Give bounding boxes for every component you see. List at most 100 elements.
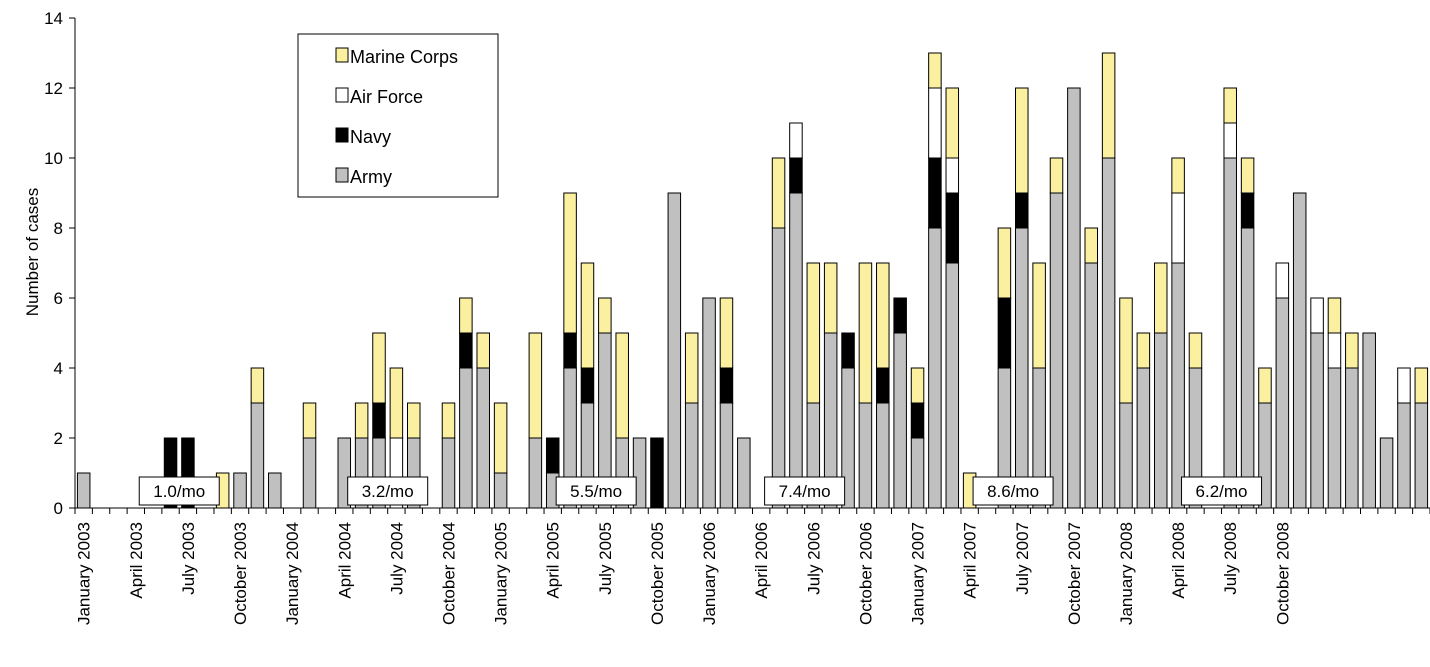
bar-air-force-50	[945, 157, 960, 194]
bar-army-24	[493, 472, 508, 509]
bar-navy-46	[876, 367, 890, 404]
x-tick-label-11: October 2005	[648, 522, 667, 625]
bar-army-58	[1084, 262, 1099, 509]
x-tick-label-7: October 2004	[439, 522, 458, 625]
bar-navy-44	[841, 332, 855, 369]
bar-marine-corps-67	[1240, 157, 1255, 194]
bar-marine-corps-72	[1327, 297, 1342, 334]
x-tick-label-19: October 2007	[1065, 522, 1084, 625]
rate-box-2003	[138, 476, 220, 506]
legend-box	[297, 33, 499, 198]
bar-air-force-72	[1327, 332, 1342, 369]
bar-marine-corps-60	[1119, 297, 1133, 404]
bar-air-force-41	[789, 122, 803, 159]
rate-box-2004	[347, 476, 429, 506]
bar-army-74	[1362, 332, 1376, 509]
bars-layer	[76, 52, 1429, 509]
bar-air-force-66	[1223, 122, 1237, 159]
legend-swatch-air-force	[335, 87, 349, 103]
bar-marine-corps-23	[476, 332, 490, 369]
y-tick-label-4: 4	[54, 359, 63, 378]
bar-army-49	[928, 227, 942, 509]
bar-army-59	[1101, 157, 1116, 509]
x-tick-label-21: April 2008	[1169, 522, 1188, 599]
legend-swatch-navy	[335, 127, 349, 143]
bar-marine-corps-28	[563, 192, 577, 334]
bar-marine-corps-31	[615, 332, 629, 439]
bar-army-45	[858, 402, 873, 509]
y-tick-label-10: 10	[44, 149, 63, 168]
bar-army-76	[1397, 402, 1411, 509]
bar-army-35	[684, 402, 699, 509]
bar-marine-corps-56	[1049, 157, 1064, 194]
bar-army-26	[528, 437, 543, 509]
bar-army-66	[1223, 157, 1237, 509]
bar-air-force-49	[928, 87, 942, 159]
rate-label-2008: 6.2/mo	[1196, 482, 1248, 501]
rate-label-2005: 5.5/mo	[570, 482, 622, 501]
rate-label-2003: 1.0/mo	[153, 482, 205, 501]
x-tick-label-10: July 2005	[596, 522, 615, 595]
y-tick-label-12: 12	[44, 79, 63, 98]
x-tick-label-5: April 2004	[335, 522, 354, 599]
bar-marine-corps-58	[1084, 227, 1099, 264]
bar-army-21	[441, 437, 456, 509]
y-tick-label-14: 14	[44, 9, 63, 28]
y-tick-label-6: 6	[54, 289, 63, 308]
rate-label-2007: 8.6/mo	[987, 482, 1039, 501]
bar-air-force-76	[1397, 367, 1411, 404]
x-tick-label-17: April 2007	[961, 522, 980, 599]
legend-swatch-marine-corps	[335, 47, 349, 63]
bar-army-37	[719, 402, 734, 509]
bar-marine-corps-64	[1188, 332, 1203, 369]
bar-army-50	[945, 262, 960, 509]
bar-marine-corps-50	[945, 87, 960, 159]
bar-army-56	[1049, 192, 1064, 509]
bar-army-40	[771, 227, 786, 509]
bar-army-34	[667, 192, 682, 509]
bar-army-9	[233, 472, 247, 509]
legend: Marine Corps Air Force Navy Army	[297, 33, 499, 198]
bar-air-force-71	[1310, 297, 1324, 334]
bar-navy-29	[580, 367, 595, 404]
bar-marine-corps-17	[372, 332, 386, 404]
bar-army-77	[1414, 402, 1429, 509]
legend-label-air-force: Air Force	[350, 87, 423, 107]
bar-navy-54	[1015, 192, 1029, 229]
bar-marine-corps-48	[910, 367, 925, 404]
bar-army-57	[1067, 87, 1081, 509]
legend-swatch-army	[335, 167, 349, 183]
bar-marine-corps-55	[1032, 262, 1046, 369]
bar-army-0	[76, 472, 91, 509]
x-tick-label-13: April 2006	[752, 522, 771, 599]
bar-navy-41	[789, 157, 803, 194]
x-tick-label-9: April 2005	[544, 522, 563, 599]
x-tick-label-15: October 2006	[856, 522, 875, 625]
bar-marine-corps-18	[389, 367, 404, 439]
bar-army-69	[1275, 297, 1290, 509]
bar-marine-corps-29	[580, 262, 595, 369]
bar-navy-33	[650, 437, 664, 509]
bar-navy-27	[545, 437, 560, 474]
bar-navy-17	[372, 402, 386, 439]
bar-marine-corps-66	[1223, 87, 1237, 124]
bar-army-10	[250, 402, 265, 509]
rate-box-2005	[555, 476, 637, 506]
bar-army-70	[1292, 192, 1307, 509]
bar-navy-53	[997, 297, 1012, 369]
bar-marine-corps-63	[1171, 157, 1185, 194]
bar-marine-corps-42	[806, 262, 821, 404]
x-tick-label-18: July 2007	[1013, 522, 1032, 595]
bar-navy-37	[719, 367, 734, 404]
bar-army-73	[1345, 367, 1359, 509]
bar-army-23	[476, 367, 490, 509]
bar-army-48	[910, 437, 925, 509]
bar-army-38	[737, 437, 751, 509]
bar-marine-corps-53	[997, 227, 1012, 299]
bar-marine-corps-45	[858, 262, 873, 404]
x-tick-label-23: October 2008	[1273, 522, 1292, 625]
bar-marine-corps-59	[1101, 52, 1116, 159]
bar-navy-47	[893, 297, 907, 334]
bar-marine-corps-73	[1345, 332, 1359, 369]
